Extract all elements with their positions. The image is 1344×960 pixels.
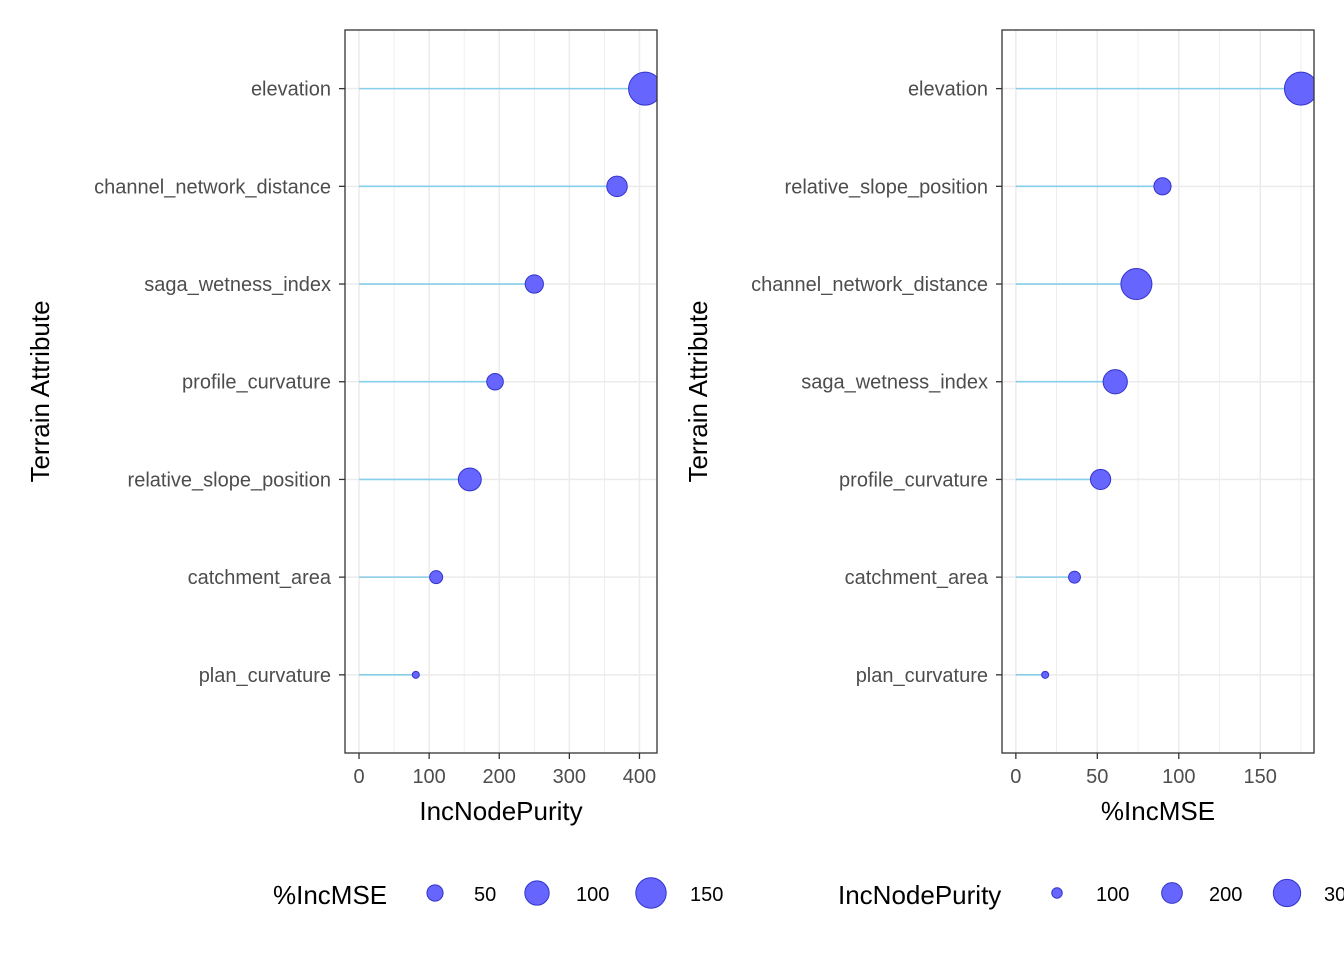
y-tick-label: elevation [251, 79, 331, 101]
data-point [411, 670, 420, 679]
legend-key [635, 877, 667, 909]
x-tick-label: 400 [623, 766, 656, 788]
legend-key [1161, 882, 1183, 904]
data-point [1153, 177, 1172, 196]
legend-label: 100 [1096, 884, 1129, 906]
x-tick-label: 150 [1244, 766, 1277, 788]
y-tick-label: profile_curvature [182, 372, 331, 394]
data-point [1041, 670, 1050, 679]
legend-key [1051, 887, 1063, 899]
data-point [628, 71, 657, 106]
panel-border [1001, 29, 1315, 754]
y-tick-label: relative_slope_position [128, 469, 331, 491]
data-point [1283, 71, 1314, 106]
data-point [429, 570, 444, 585]
y-tick-label: channel_network_distance [751, 274, 988, 296]
data-marks [359, 71, 657, 679]
data-point [524, 274, 544, 294]
panel-1: elevation channel_network_distance saga_we… [25, 29, 658, 826]
legend-label: 100 [576, 884, 609, 906]
y-tick-label: catchment_area [845, 567, 989, 589]
x-tick-label: 100 [1162, 766, 1195, 788]
y-tick-label: plan_curvature [856, 665, 988, 687]
x-tick-label: 200 [483, 766, 516, 788]
y-tick-label: catchment_area [188, 567, 332, 589]
legend-2: IncNodePurity 100 200 300 [838, 878, 1344, 910]
plot-background [345, 30, 657, 753]
y-tick-label: channel_network_distance [94, 176, 331, 198]
data-point [1068, 570, 1081, 584]
legend-label: 300 [1324, 884, 1344, 906]
legend-label: 150 [690, 884, 723, 906]
x-tick-label: 300 [553, 766, 586, 788]
x-axis-title: %IncMSE [1101, 796, 1215, 826]
x-tick-label: 0 [1010, 766, 1021, 788]
data-point [1089, 468, 1112, 491]
legend-key [524, 880, 550, 906]
x-tick-label: 0 [353, 766, 364, 788]
data-point [1102, 369, 1128, 395]
plot-background [1002, 30, 1314, 753]
legend-label: 200 [1209, 884, 1242, 906]
y-tick-label: elevation [908, 79, 988, 101]
panel-border [344, 29, 658, 754]
y-tick-label: profile_curvature [839, 469, 988, 491]
x-tick-label: 50 [1086, 766, 1108, 788]
y-tick-label: saga_wetness_index [801, 372, 988, 394]
data-point [1120, 268, 1153, 301]
legend-label: 50 [474, 884, 496, 906]
y-axis-title: Terrain Attribute [25, 300, 55, 482]
data-point [486, 372, 504, 391]
y-axis-title: Terrain Attribute [683, 300, 713, 482]
y-tick-label: relative_slope_position [785, 176, 988, 198]
legend-title: %IncMSE [273, 880, 387, 910]
legend-key [1272, 878, 1302, 908]
x-tick-label: 100 [412, 766, 445, 788]
y-tick-label: saga_wetness_index [144, 274, 331, 296]
panel-2: elevation relative_slope_position channel_… [683, 29, 1315, 826]
x-axis-title: IncNodePurity [419, 796, 582, 826]
data-marks [1015, 71, 1314, 679]
data-point [457, 467, 482, 492]
data-point [606, 175, 628, 198]
legend-1: %IncMSE 50 100 150 [273, 877, 723, 910]
legend-title: IncNodePurity [838, 880, 1001, 910]
legend-key [426, 884, 444, 902]
y-tick-label: plan_curvature [199, 665, 331, 687]
